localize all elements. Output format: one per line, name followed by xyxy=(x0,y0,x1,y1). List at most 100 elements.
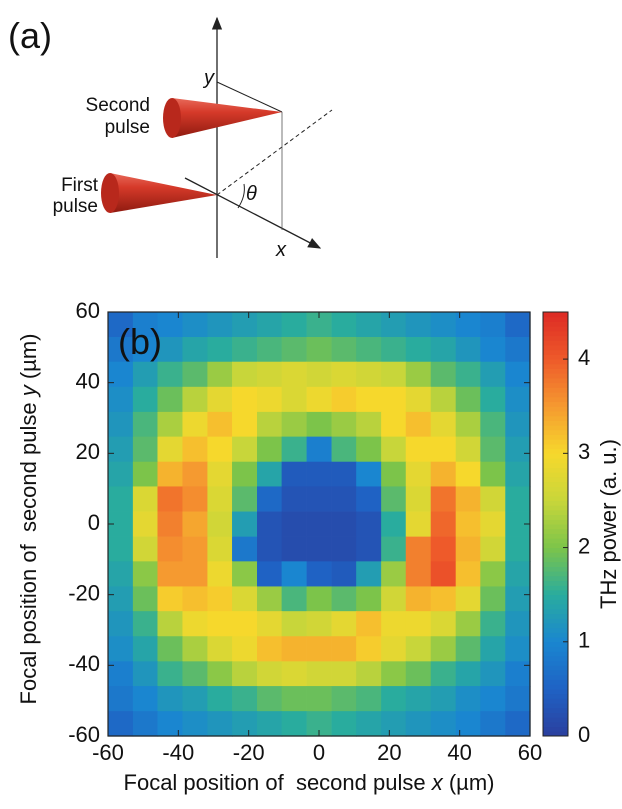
colorbar-tick-label: 3 xyxy=(578,439,590,464)
heat-cell xyxy=(505,461,531,488)
colorbar-step xyxy=(543,684,568,690)
colorbar-step xyxy=(543,622,568,629)
colorbar-step xyxy=(543,495,568,501)
heat-cell xyxy=(281,611,307,637)
heat-cell xyxy=(132,711,159,737)
heat-cell xyxy=(331,636,357,662)
heat-cell xyxy=(182,711,208,737)
heat-cell xyxy=(232,361,258,388)
heat-cell xyxy=(257,586,283,612)
heat-cell xyxy=(430,436,457,463)
heat-cell xyxy=(331,311,357,338)
heat-cell xyxy=(306,336,332,363)
heat-cell xyxy=(331,386,357,413)
heat-cell xyxy=(257,486,283,512)
heat-cell xyxy=(257,386,283,413)
heat-cell xyxy=(381,686,407,712)
heat-cell xyxy=(455,461,482,488)
colorbar-step xyxy=(543,396,568,403)
heat-cell xyxy=(381,611,407,637)
heat-cell xyxy=(281,686,307,712)
heat-cell xyxy=(430,536,457,563)
colorbar-step xyxy=(543,618,568,624)
x-axis-label-unit: (µm) xyxy=(443,770,495,795)
heat-cell xyxy=(480,661,506,687)
heat-cell xyxy=(306,561,332,587)
heat-cell xyxy=(232,436,258,463)
colorbar-step xyxy=(543,335,568,341)
colorbar-step xyxy=(543,665,568,671)
heat-cell xyxy=(232,411,258,438)
heat-cell xyxy=(405,561,432,587)
heat-cell xyxy=(157,611,183,637)
heat-cell xyxy=(257,411,283,438)
heat-cell xyxy=(107,311,134,338)
heat-cell xyxy=(381,386,407,413)
colorbar-step xyxy=(543,571,568,577)
heat-cell xyxy=(381,486,407,512)
colorbar-step xyxy=(543,326,568,332)
heat-cell xyxy=(430,711,457,737)
heat-cell xyxy=(480,461,506,488)
heat-cell xyxy=(157,461,183,488)
heat-cell xyxy=(505,561,531,587)
heat-cell xyxy=(281,661,307,687)
y-axis-label-var: y xyxy=(16,383,41,398)
colorbar-step xyxy=(543,443,568,450)
colorbar-step xyxy=(543,585,568,591)
heat-cell xyxy=(207,711,233,737)
x-tick-label: 60 xyxy=(518,740,542,765)
heat-cell xyxy=(356,636,382,662)
colorbar-step xyxy=(543,528,568,534)
heat-cell xyxy=(281,561,307,587)
heat-cell xyxy=(505,361,531,388)
colorbar-step xyxy=(543,542,568,549)
heat-cell xyxy=(132,486,159,512)
heat-cell xyxy=(257,436,283,463)
colorbar-step xyxy=(543,613,568,619)
heat-cell xyxy=(331,536,357,563)
heat-cell xyxy=(132,361,159,388)
heat-cell xyxy=(455,561,482,587)
first-pulse-label: pulse xyxy=(53,196,98,217)
heat-cell xyxy=(455,536,482,563)
heat-cell xyxy=(405,686,432,712)
heat-cell xyxy=(405,411,432,438)
heat-cell xyxy=(480,311,506,338)
heat-cell xyxy=(182,636,208,662)
colorbar-step xyxy=(543,538,568,544)
heat-cell xyxy=(430,686,457,712)
heat-cell xyxy=(381,436,407,463)
heat-cell xyxy=(281,586,307,612)
heat-cell xyxy=(257,636,283,662)
colorbar-step xyxy=(543,359,568,365)
heat-cell xyxy=(480,486,506,512)
heat-cell xyxy=(405,486,432,512)
heat-cell xyxy=(207,586,233,612)
colorbar-step xyxy=(543,382,568,388)
heat-cell xyxy=(405,361,432,388)
heat-cell xyxy=(356,686,382,712)
colorbar-step xyxy=(543,703,568,709)
heat-cell xyxy=(207,486,233,512)
heat-cell xyxy=(257,336,283,363)
heat-cell xyxy=(356,311,382,338)
y-tick-label: 40 xyxy=(76,368,100,393)
heat-cell xyxy=(405,586,432,612)
heat-cell xyxy=(505,486,531,512)
colorbar-step xyxy=(543,448,568,454)
heat-cell xyxy=(356,661,382,687)
colorbar-step xyxy=(543,392,568,398)
colorbar-step xyxy=(543,458,568,464)
colorbar-step xyxy=(543,321,568,327)
heat-cell xyxy=(306,486,332,512)
heat-cell xyxy=(107,686,134,712)
heat-cell xyxy=(405,611,432,637)
heat-cell xyxy=(381,636,407,662)
heat-cell xyxy=(257,711,283,737)
heat-cell xyxy=(356,561,382,587)
x-tick-label: 40 xyxy=(447,740,471,765)
heat-cell xyxy=(430,511,457,537)
